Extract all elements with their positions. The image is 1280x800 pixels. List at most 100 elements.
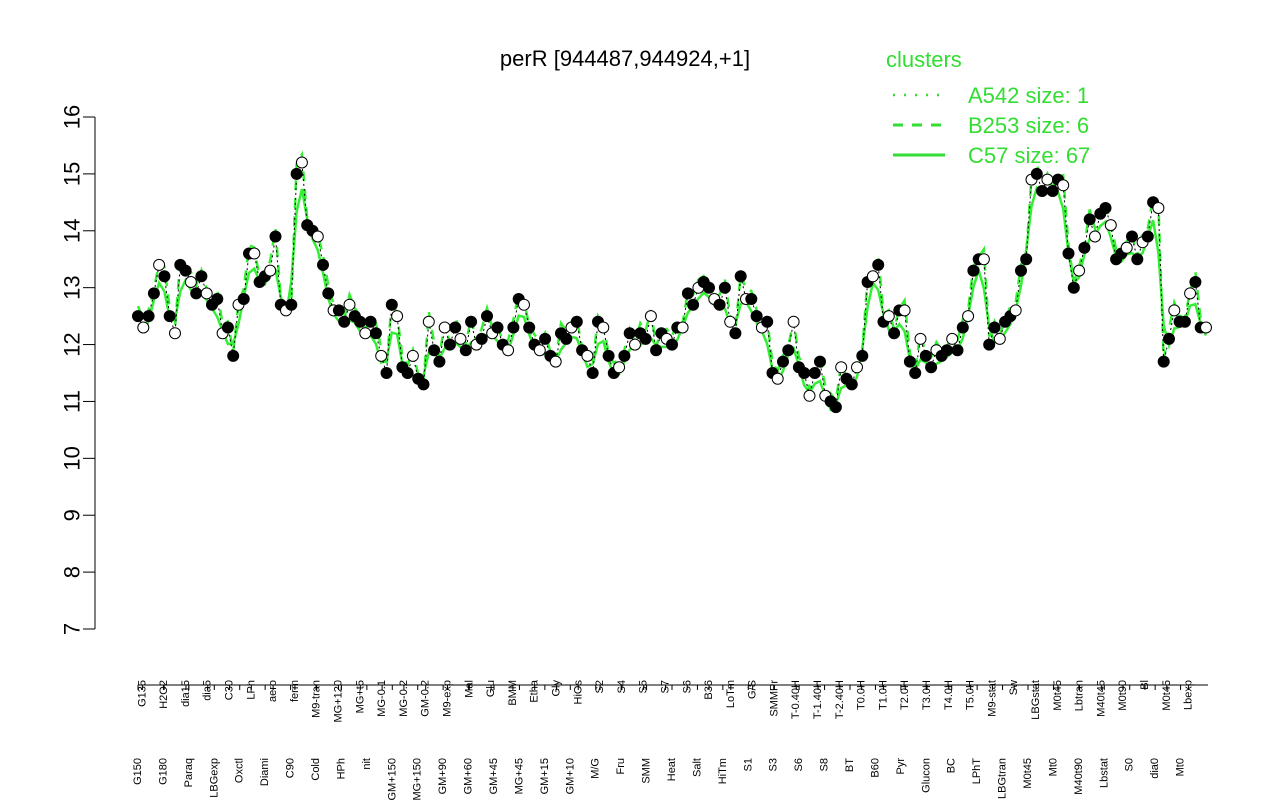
data-point (597, 321, 610, 334)
data-point (570, 315, 583, 328)
data-point (829, 401, 842, 414)
data-point (629, 338, 641, 351)
data-point (454, 332, 467, 345)
data-point (295, 156, 308, 169)
data-point (1009, 304, 1022, 317)
data-point (1067, 281, 1080, 294)
data-point (1073, 264, 1086, 277)
x-tick-label: HiOs (572, 680, 584, 705)
data-point (845, 378, 858, 391)
x-tick-label: GM+15 (539, 758, 551, 794)
x-tick-label: SMMPr (768, 680, 780, 717)
data-point (1099, 202, 1112, 214)
data-point (285, 298, 298, 311)
data-point (475, 332, 488, 345)
data-point (406, 349, 419, 362)
x-tick-label: Salt (691, 758, 703, 777)
data-point (491, 321, 504, 334)
data-point (533, 344, 546, 357)
data-point (946, 332, 959, 345)
data-point (977, 253, 990, 266)
data-point (147, 287, 160, 300)
data-point (369, 327, 382, 340)
data-point (951, 344, 964, 357)
data-point (644, 310, 657, 323)
data-point (771, 372, 784, 385)
data-point (1163, 332, 1175, 345)
x-tick-label: Diami (259, 758, 271, 786)
data-point (549, 355, 562, 368)
x-tick-label: B36 (703, 680, 715, 700)
data-point (428, 344, 441, 357)
data-point (132, 310, 144, 323)
data-point (364, 315, 377, 328)
x-tick-label: Mal (463, 680, 475, 698)
x-tick-label: LBGstat (1030, 680, 1042, 720)
chart-title: perR [944487,944924,+1] (500, 46, 750, 71)
data-point (354, 315, 367, 328)
x-tick-label: Lbexp (1183, 680, 1195, 710)
data-point (1189, 276, 1202, 288)
legend-entry-c57: C57 size: 67 (968, 143, 1090, 168)
data-point (993, 332, 1006, 345)
data-point (798, 367, 811, 379)
data-point (343, 298, 356, 311)
data-point (581, 349, 594, 362)
y-tick-label: 11 (60, 390, 85, 413)
x-tick-label: Oxctl (234, 758, 246, 783)
data-point (808, 367, 821, 379)
data-point (777, 355, 789, 368)
data-point (200, 287, 213, 300)
data-point (523, 321, 536, 334)
data-point (190, 287, 203, 300)
y-axis: 7 8 9 10 11 12 13 14 15 16 (60, 105, 96, 635)
data-point (1178, 315, 1191, 328)
data-point (787, 315, 800, 328)
x-tick-label: M40t45 (1095, 680, 1107, 717)
y-tick-label: 15 (60, 162, 85, 186)
data-point (401, 367, 414, 379)
x-tick-label: T0.0H (856, 680, 868, 710)
x-tick-label: Pyr (895, 758, 907, 775)
data-point (507, 321, 520, 334)
x-tick-label: SMM (641, 758, 653, 784)
data-point (449, 321, 462, 334)
y-tick-label: 13 (60, 275, 85, 299)
data-point (703, 281, 715, 294)
x-tick-label: MG-0.2 (398, 680, 410, 717)
x-tick-label: G180 (157, 758, 169, 785)
data-point (618, 349, 631, 362)
x-tick-label: MG-0.1 (376, 680, 388, 717)
x-tick-label: Glu (485, 680, 497, 697)
data-point (1120, 241, 1133, 254)
data-point (1141, 230, 1154, 243)
data-point (872, 258, 885, 271)
x-tick-label: BC (946, 758, 958, 773)
x-tick-label: S3 (768, 758, 780, 771)
x-tick-label: Mt0 (1047, 758, 1059, 776)
data-point (332, 304, 345, 317)
x-tick-label: T-2.40H (834, 680, 846, 719)
data-point (465, 315, 478, 328)
x-tick-label: Etha (529, 679, 541, 703)
x-tick-label: BT (844, 758, 856, 772)
y-tick-label: 16 (60, 105, 85, 129)
data-point (586, 367, 599, 379)
legend-entry-b253: B253 size: 6 (968, 113, 1089, 138)
data-point (803, 389, 816, 402)
data-point (560, 332, 573, 345)
data-point (676, 321, 689, 334)
x-tick-label: dia0 (1149, 758, 1161, 779)
x-tick-label: C30 (224, 680, 236, 700)
data-point (856, 349, 869, 362)
data-point (1168, 304, 1181, 317)
data-point (988, 321, 1001, 334)
y-tick-label: 14 (60, 219, 85, 243)
data-point (1200, 321, 1212, 334)
data-point (983, 338, 996, 351)
x-tick-label: dia15 (180, 680, 192, 707)
data-point (1078, 241, 1091, 254)
x-tick-label: Heat (666, 758, 678, 781)
x-tick-label: Glucon (920, 758, 932, 793)
